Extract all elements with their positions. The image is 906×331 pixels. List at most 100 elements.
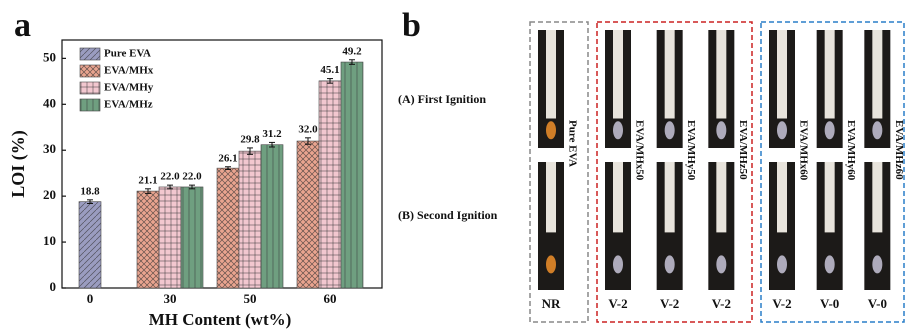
sample-label: Pure EVA: [566, 120, 578, 167]
sample-label: EVA/MHz50: [737, 120, 749, 180]
x-tick-label: 50: [244, 291, 257, 306]
error-bar: [225, 166, 231, 171]
value-label: 32.0: [298, 123, 318, 135]
specimen: [824, 162, 835, 233]
bar: [296, 140, 320, 289]
panel-label: b: [402, 7, 421, 44]
flame: [546, 121, 556, 140]
flame: [777, 121, 787, 140]
error-bar: [145, 188, 151, 194]
value-label: 22.0: [182, 171, 202, 183]
value-label: 26.1: [218, 152, 237, 164]
bar: [318, 80, 342, 289]
bar: [340, 61, 364, 289]
rating-label: V-2: [712, 296, 731, 311]
specimen: [872, 30, 883, 119]
rating-label: V-2: [608, 296, 627, 311]
value-label: 22.0: [160, 171, 180, 183]
bar: [78, 201, 102, 289]
sample-label: EVA/MHz60: [893, 120, 905, 180]
error-bar: [167, 184, 173, 190]
error-bar: [189, 184, 195, 190]
legend-swatch: [79, 47, 101, 61]
panel-label: a: [14, 7, 31, 44]
sample-label: EVA/MHy60: [845, 120, 857, 181]
bar: [260, 144, 284, 289]
x-tick-label: 30: [164, 291, 177, 306]
sample-label: EVA/MHy50: [685, 120, 697, 181]
legend-label: Pure EVA: [104, 48, 151, 60]
rating-label: V-0: [820, 296, 839, 311]
legend-label: EVA/MHy: [104, 82, 154, 94]
specimen: [664, 162, 675, 233]
bar: [136, 190, 160, 289]
specimen: [824, 30, 835, 119]
flame: [872, 121, 883, 140]
value-label: 18.8: [80, 185, 100, 197]
error-bar: [269, 141, 275, 148]
bar: [238, 150, 262, 289]
flame: [777, 255, 787, 274]
specimen: [716, 162, 727, 233]
flame: [664, 121, 675, 140]
rating-label: V-2: [772, 296, 791, 311]
specimen: [777, 162, 787, 233]
value-label: 21.1: [138, 174, 157, 186]
group-box: [596, 21, 753, 323]
bar: [216, 167, 240, 289]
sample-label: EVA/MHx60: [797, 120, 809, 181]
specimen: [716, 30, 727, 119]
x-tick-label: 0: [87, 291, 94, 306]
legend-swatch: [79, 81, 101, 95]
specimen: [664, 30, 675, 119]
y-tick-label: 20: [43, 187, 56, 202]
specimen: [777, 30, 787, 119]
flame: [664, 255, 675, 274]
flame: [824, 121, 835, 140]
flame: [613, 121, 623, 140]
flame: [546, 255, 556, 274]
rating-label: V-0: [868, 296, 887, 311]
rating-label: NR: [542, 296, 561, 311]
y-tick-label: 40: [43, 95, 56, 110]
value-label: 29.8: [240, 133, 260, 145]
legend-label: EVA/MHx: [104, 65, 154, 77]
y-tick-label: 0: [50, 279, 57, 294]
bar: [180, 186, 204, 289]
flame: [824, 255, 835, 274]
y-tick-label: 10: [43, 233, 56, 248]
error-bar: [349, 59, 355, 65]
group-box: [529, 21, 589, 323]
legend-swatch: [79, 64, 101, 78]
specimen: [613, 162, 623, 233]
error-bar: [327, 78, 333, 84]
bar: [158, 186, 182, 289]
flame: [872, 255, 883, 274]
x-tick-label: 60: [324, 291, 337, 306]
x-axis-label: MH Content (wt%): [149, 310, 292, 329]
specimen: [546, 162, 556, 233]
rating-label: V-2: [660, 296, 679, 311]
value-label: 49.2: [342, 45, 362, 57]
error-bar: [247, 147, 253, 155]
error-bar: [305, 137, 311, 145]
y-axis-label: LOI (%): [8, 130, 29, 198]
sample-label: EVA/MHx50: [633, 120, 645, 181]
flame: [716, 121, 727, 140]
row-label: (B) Second Ignition: [398, 208, 498, 222]
legend-swatch: [79, 98, 101, 112]
flame: [613, 255, 623, 274]
row-label: (A) First Ignition: [398, 92, 486, 106]
specimen: [613, 30, 623, 119]
value-label: 31.2: [262, 128, 282, 140]
y-tick-label: 30: [43, 141, 56, 156]
specimen: [546, 30, 556, 119]
value-label: 45.1: [320, 64, 339, 76]
legend-label: EVA/MHz: [104, 99, 153, 111]
group-box: [760, 21, 905, 323]
y-tick-label: 50: [43, 49, 56, 64]
specimen: [872, 162, 883, 233]
error-bar: [87, 199, 93, 204]
flame: [716, 255, 727, 274]
